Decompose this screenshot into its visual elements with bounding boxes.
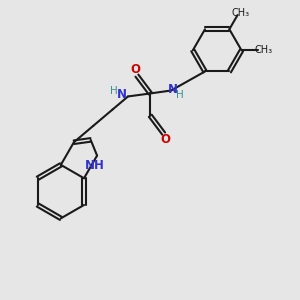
Text: N: N — [116, 88, 127, 101]
Text: H: H — [176, 90, 184, 100]
Text: CH₃: CH₃ — [231, 8, 250, 17]
Text: O: O — [130, 63, 140, 76]
Text: NH: NH — [85, 159, 105, 172]
Text: CH₃: CH₃ — [255, 45, 273, 56]
Text: N: N — [168, 82, 178, 95]
Text: H: H — [110, 86, 118, 96]
Text: O: O — [160, 133, 170, 146]
